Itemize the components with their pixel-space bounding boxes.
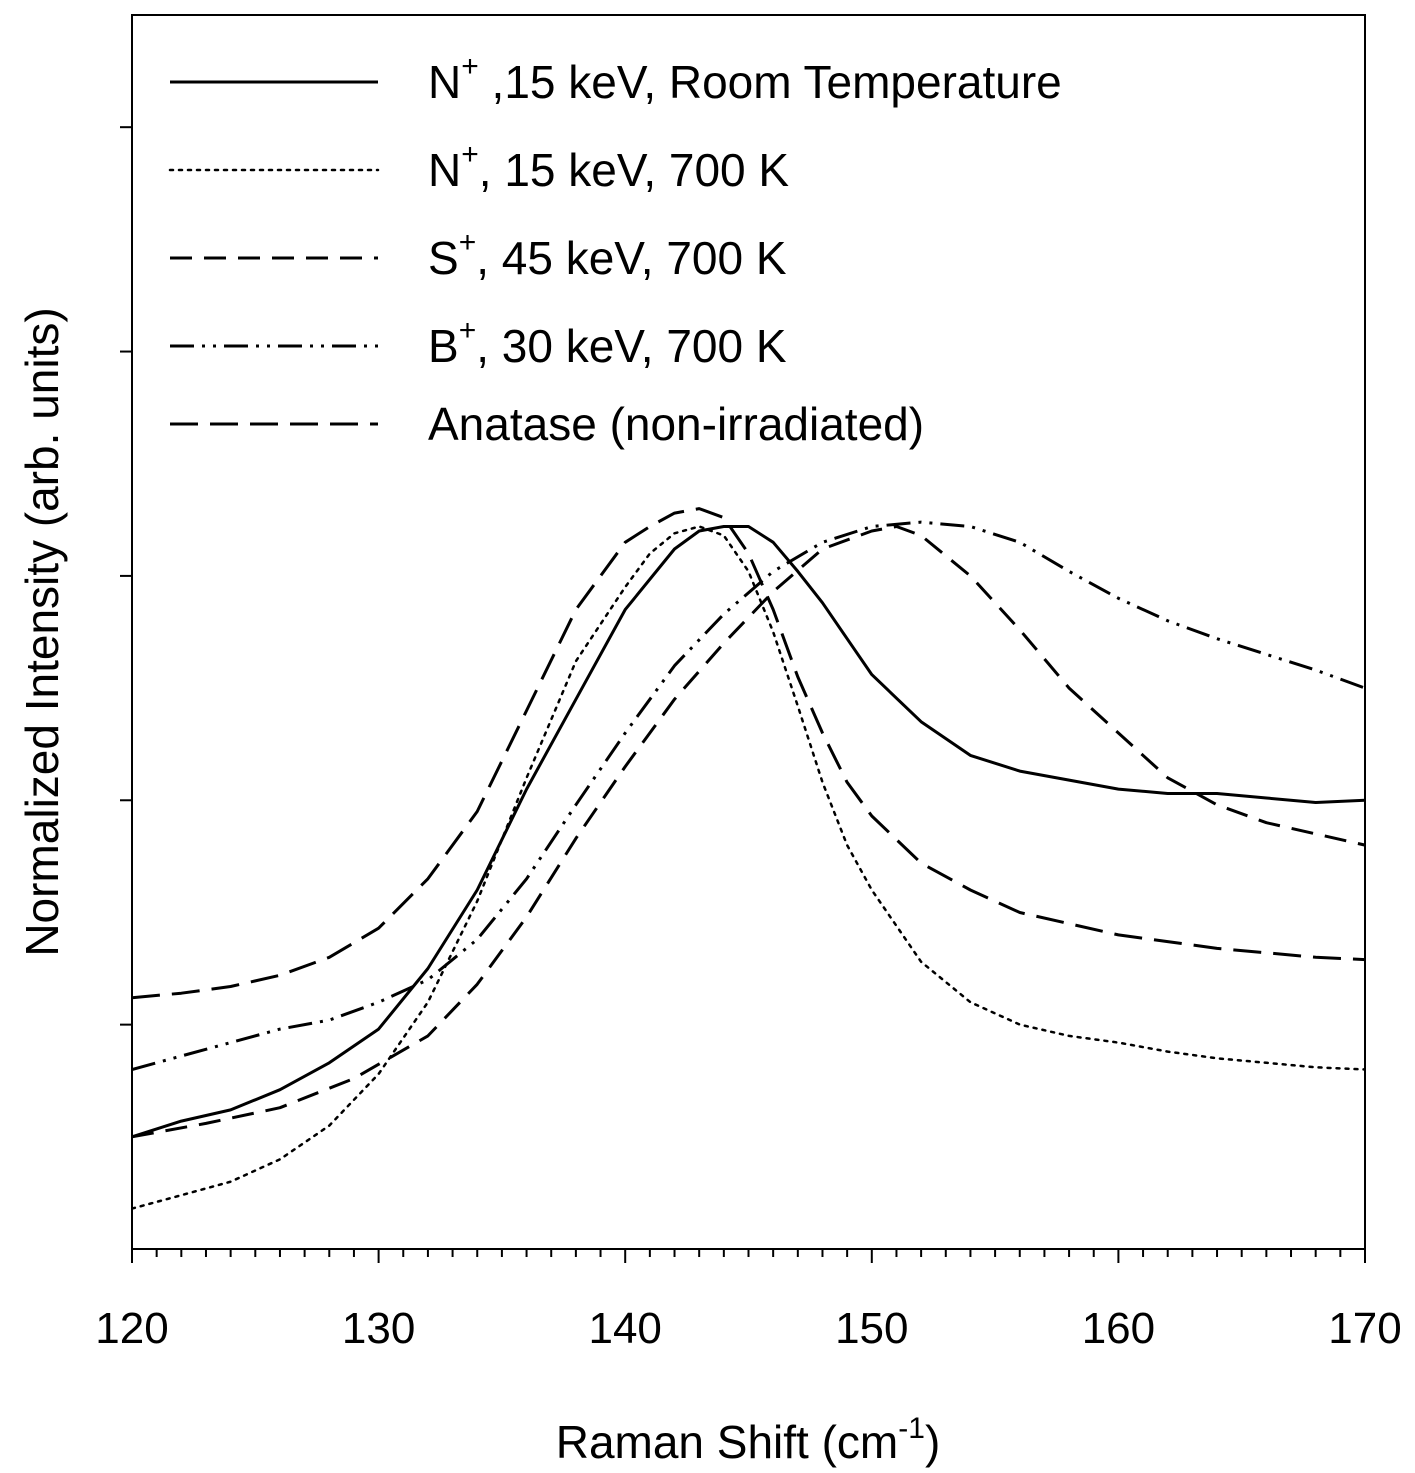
series-layer bbox=[132, 507, 1365, 1210]
series-line-5 bbox=[132, 507, 1365, 1000]
legend-label: Anatase (non-irradiated) bbox=[428, 398, 924, 450]
legend-label: B+, 30 keV, 700 K bbox=[428, 314, 787, 372]
x-tick-label: 130 bbox=[342, 1304, 415, 1353]
series-line-2 bbox=[132, 525, 1365, 1210]
x-tick-label: 170 bbox=[1328, 1304, 1401, 1353]
legend-label: N+ ,15 keV, Room Temperature bbox=[428, 50, 1062, 108]
x-tick-label: 160 bbox=[1082, 1304, 1155, 1353]
x-axis-tick-labels: 120 130 140 150 160 170 bbox=[95, 1304, 1401, 1353]
y-axis-ticks bbox=[120, 126, 132, 1026]
y-axis-title: Normalized Intensity (arb. units) bbox=[16, 307, 68, 956]
series-line-4 bbox=[132, 520, 1365, 1071]
x-tick-label: 120 bbox=[95, 1304, 168, 1353]
series-line-1 bbox=[132, 525, 1365, 1139]
x-axis-ticks bbox=[131, 1249, 1366, 1263]
plot-frame bbox=[131, 14, 1366, 1250]
x-tick-label: 140 bbox=[588, 1304, 661, 1353]
x-axis-title: Raman Shift (cm-1) bbox=[556, 1412, 941, 1468]
legend-label: S+, 45 keV, 700 K bbox=[428, 226, 787, 284]
series-line-3 bbox=[132, 525, 1365, 1139]
legend-label: N+, 15 keV, 700 K bbox=[428, 138, 789, 196]
legend: N+ ,15 keV, Room Temperature N+, 15 keV, … bbox=[168, 50, 1062, 450]
x-tick-label: 150 bbox=[835, 1304, 908, 1353]
